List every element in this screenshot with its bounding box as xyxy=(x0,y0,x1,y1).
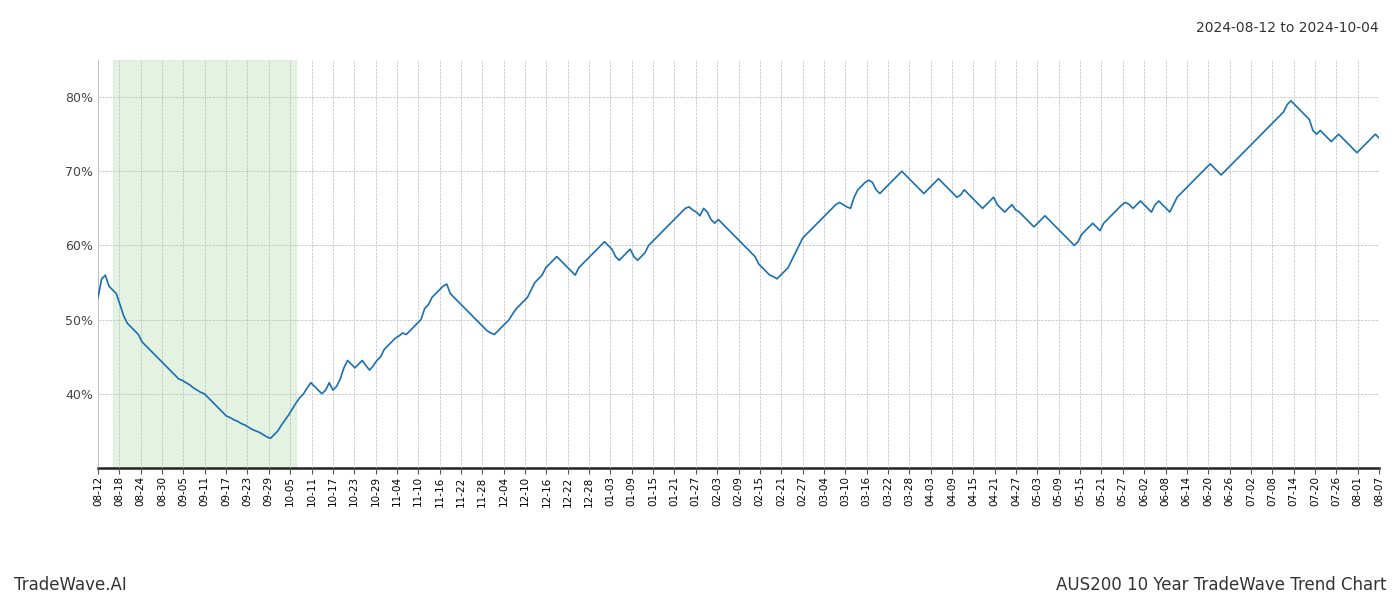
Text: AUS200 10 Year TradeWave Trend Chart: AUS200 10 Year TradeWave Trend Chart xyxy=(1056,576,1386,594)
Text: TradeWave.AI: TradeWave.AI xyxy=(14,576,127,594)
Text: 2024-08-12 to 2024-10-04: 2024-08-12 to 2024-10-04 xyxy=(1197,21,1379,35)
Bar xyxy=(112,60,297,468)
